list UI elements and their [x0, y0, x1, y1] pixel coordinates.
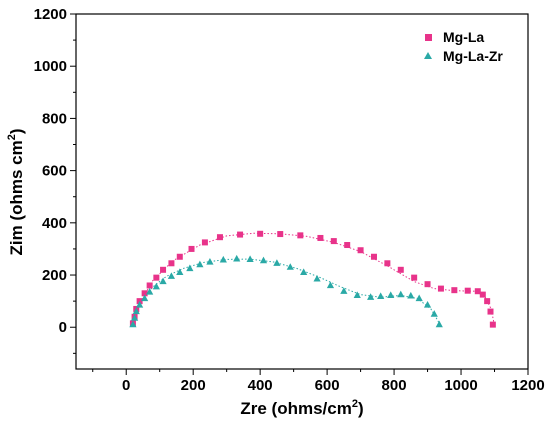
data-point-triangle: [206, 257, 214, 265]
y-axis-label: Zim (ohms cm2): [6, 128, 26, 255]
x-tick-label: 200: [181, 377, 206, 394]
data-point-square: [188, 245, 195, 252]
data-point-triangle: [313, 274, 321, 282]
data-point-square: [176, 253, 183, 260]
x-axis-label: Zre (ohms/cm2): [240, 398, 363, 418]
data-point-square: [397, 266, 404, 273]
data-point-square: [484, 298, 491, 305]
data-point-triangle: [340, 287, 348, 294]
data-point-triangle: [353, 291, 361, 298]
data-point-triangle: [146, 287, 154, 295]
data-point-triangle: [141, 294, 149, 302]
data-point-triangle: [430, 310, 438, 317]
x-tick-label: 1200: [511, 377, 544, 394]
data-point-triangle: [387, 291, 395, 298]
data-point-triangle: [136, 301, 144, 308]
data-point-square: [437, 285, 444, 292]
x-axis-label-main: Zre (ohms/cm: [240, 399, 351, 418]
y-tick-label: 400: [42, 215, 67, 232]
data-point-triangle: [246, 255, 254, 262]
data-point-triangle: [435, 320, 443, 328]
data-point-triangle: [423, 301, 432, 308]
data-point-triangle: [300, 268, 308, 276]
data-point-square: [464, 287, 471, 294]
data-point-triangle: [219, 255, 227, 263]
data-point-triangle: [130, 314, 139, 321]
y-axis-label-end: ): [7, 128, 26, 134]
data-point-triangle: [273, 259, 281, 266]
data-point-square: [451, 287, 458, 294]
data-point-square: [277, 231, 284, 238]
y-tick-label: 1000: [34, 58, 67, 75]
data-point-square: [489, 321, 496, 328]
data-point-triangle: [159, 277, 167, 285]
data-point-square: [424, 281, 431, 288]
data-point-triangle: [259, 256, 268, 264]
legend-label-mg-la-zr: Mg-La-Zr: [443, 48, 503, 64]
legend: Mg-La Mg-La-Zr: [424, 29, 503, 64]
data-point-square: [257, 230, 264, 237]
data-point-triangle: [152, 282, 160, 290]
y-axis-ticks: 0 200 400 600 800 1000 1200: [34, 6, 76, 354]
x-tick-label: 0: [122, 377, 130, 394]
data-points: [129, 230, 496, 328]
data-point-triangle: [286, 263, 294, 270]
data-point-square: [479, 291, 486, 298]
data-point-triangle: [326, 281, 335, 289]
data-point-square: [357, 247, 364, 254]
fit-line: [132, 232, 496, 327]
data-point-triangle: [367, 293, 375, 300]
y-tick-label: 600: [42, 163, 67, 180]
data-point-triangle: [407, 291, 415, 299]
legend-label-mg-la: Mg-La: [443, 29, 484, 45]
data-point-square: [474, 288, 481, 295]
x-axis-ticks: 0 200 400 600 800 1000 1200: [92, 369, 545, 394]
data-point-square: [317, 234, 324, 241]
data-point-triangle: [186, 264, 194, 272]
data-point-triangle: [132, 307, 140, 315]
legend-marker-mg-la: [425, 34, 432, 41]
data-point-triangle: [397, 290, 405, 298]
data-point-square: [384, 260, 391, 267]
data-point-square: [160, 266, 167, 273]
x-axis-label-end: ): [358, 399, 364, 418]
data-point-square: [201, 239, 208, 246]
x-tick-label: 400: [248, 377, 273, 394]
data-point-square: [141, 290, 148, 297]
x-tick-label: 1000: [444, 377, 477, 394]
plot-frame: [75, 13, 529, 370]
y-tick-label: 1200: [34, 6, 67, 23]
data-point-square: [153, 274, 160, 281]
data-point-square: [237, 231, 244, 238]
data-point-square: [344, 242, 351, 249]
data-point-square: [330, 238, 337, 245]
data-point-triangle: [415, 294, 423, 302]
y-axis-label-main: Zim (ohms cm: [7, 140, 26, 255]
data-point-triangle: [176, 268, 184, 276]
y-tick-label: 0: [59, 319, 67, 336]
data-point-triangle: [196, 260, 204, 268]
x-axis-label-sup: 2: [352, 398, 358, 410]
data-point-square: [216, 234, 223, 241]
data-point-triangle: [377, 292, 385, 300]
data-point-square: [411, 274, 418, 281]
data-point-triangle: [233, 254, 241, 262]
legend-marker-mg-la-zr: [424, 52, 432, 59]
data-point-square: [146, 282, 153, 289]
y-axis-label-sup: 2: [6, 134, 18, 140]
data-point-square: [168, 260, 175, 267]
data-point-square: [297, 232, 304, 239]
data-point-triangle: [167, 272, 176, 279]
y-tick-label: 200: [42, 267, 67, 284]
x-tick-label: 800: [382, 377, 407, 394]
fit-line: [131, 258, 442, 327]
data-point-square: [370, 253, 377, 260]
y-tick-label: 800: [42, 110, 67, 127]
data-point-square: [487, 308, 494, 315]
x-tick-label: 600: [315, 377, 340, 394]
data-point-triangle: [129, 320, 137, 328]
fit-lines: [131, 232, 496, 327]
